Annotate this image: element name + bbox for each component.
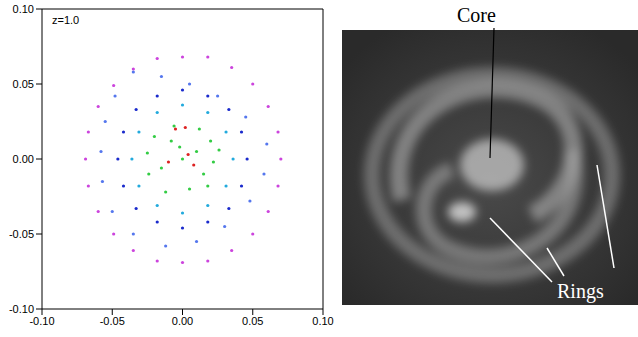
svg-text:0.10: 0.10 [312, 315, 333, 327]
svg-text:0.05: 0.05 [242, 315, 263, 327]
svg-text:0.00: 0.00 [13, 153, 34, 165]
svg-text:-0.05: -0.05 [100, 315, 125, 327]
html-text:z=1.0: z=1.0 [52, 14, 80, 26]
svg-text:-0.10: -0.10 [9, 303, 34, 315]
svg-text:-0.10: -0.10 [29, 315, 54, 327]
svg-text:0.05: 0.05 [13, 78, 34, 90]
svg-text:0.00: 0.00 [172, 315, 193, 327]
svg-text:-0.05: -0.05 [9, 228, 34, 240]
svg-text:Rings: Rings [557, 280, 604, 303]
svg-text:Core: Core [457, 4, 496, 26]
svg-text:0.10: 0.10 [13, 3, 34, 15]
